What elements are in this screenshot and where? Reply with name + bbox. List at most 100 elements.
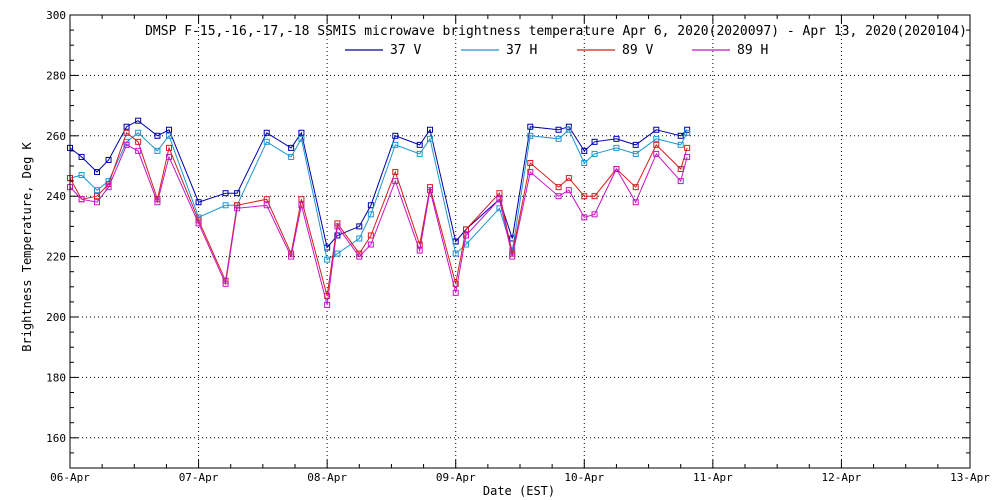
data-point <box>324 301 331 308</box>
data-point <box>298 135 305 142</box>
data-point <box>684 144 691 151</box>
data-point <box>78 172 85 179</box>
data-point <box>527 123 534 130</box>
data-point <box>392 178 399 185</box>
data-point <box>632 184 639 191</box>
x-tick-label: 08-Apr <box>307 471 347 484</box>
x-tick-label: 13-Apr <box>950 471 990 484</box>
data-point <box>298 196 305 203</box>
data-point <box>356 223 363 230</box>
data-point <box>298 202 305 209</box>
data-point <box>135 138 142 145</box>
series-line <box>69 120 688 249</box>
x-tick-label: 09-Apr <box>436 471 476 484</box>
data-point <box>591 138 598 145</box>
x-tick-label: 07-Apr <box>179 471 219 484</box>
data-point <box>581 147 588 154</box>
data-point <box>632 150 639 157</box>
data-point <box>195 199 202 206</box>
data-point <box>94 193 100 200</box>
x-tick-label: 10-Apr <box>564 471 604 484</box>
data-point <box>591 193 598 200</box>
chart-title: DMSP F-15,-16,-17,-18 SSMIS microwave br… <box>145 24 967 39</box>
data-point <box>135 147 142 154</box>
y-tick-label: 220 <box>46 251 66 264</box>
y-tick-label: 280 <box>46 69 66 82</box>
data-point <box>94 199 100 206</box>
data-point <box>367 211 374 218</box>
series-89-h <box>67 141 691 308</box>
legend-item: 89 H <box>692 43 768 58</box>
series-89-v <box>67 129 691 299</box>
series-line <box>69 131 688 297</box>
data-point <box>154 132 161 139</box>
data-point <box>166 144 172 151</box>
data-point <box>263 129 270 136</box>
legend-item: 37 V <box>345 43 421 58</box>
series-line <box>69 128 688 261</box>
y-tick-label: 200 <box>46 311 66 324</box>
data-point <box>632 199 639 206</box>
data-point <box>591 150 598 157</box>
data-point <box>123 141 130 148</box>
y-tick-label: 300 <box>46 9 66 22</box>
data-point <box>392 169 399 176</box>
data-point <box>565 187 572 194</box>
data-point <box>222 202 229 209</box>
data-point <box>463 232 469 239</box>
data-point <box>78 153 85 160</box>
data-point <box>234 202 241 209</box>
data-point <box>496 196 503 203</box>
x-tick-label: 06-Apr <box>50 471 90 484</box>
data-point <box>581 214 588 221</box>
legend-label: 89 H <box>737 43 768 58</box>
data-point <box>581 193 588 200</box>
series-line <box>69 144 688 306</box>
data-point <box>452 250 459 257</box>
data-point <box>392 141 399 148</box>
data-point <box>509 235 516 242</box>
x-tick-label: 11-Apr <box>693 471 733 484</box>
series-37-v <box>67 117 691 251</box>
data-point <box>135 129 142 136</box>
legend-label: 37 V <box>390 43 421 58</box>
data-point <box>234 190 241 197</box>
data-point <box>677 132 684 139</box>
data-point <box>334 250 341 257</box>
legend-item: 37 H <box>461 43 537 58</box>
y-tick-label: 260 <box>46 130 66 143</box>
data-point <box>392 132 399 139</box>
data-point <box>653 126 660 133</box>
legend-label: 89 V <box>622 43 653 58</box>
data-point <box>416 141 423 148</box>
data-point <box>166 153 172 160</box>
data-point <box>565 126 572 133</box>
data-point <box>298 129 305 136</box>
data-point <box>632 141 639 148</box>
data-point <box>105 184 112 191</box>
series-37-h <box>67 126 691 263</box>
data-point <box>263 138 270 145</box>
legend: 37 V 37 H 89 V 89 H <box>345 43 768 58</box>
axis-ticks <box>69 14 971 469</box>
series-layer <box>67 117 691 308</box>
data-point <box>195 220 202 227</box>
data-point <box>555 193 562 200</box>
y-tick-labels: 160 180 200 220 240 260 280 300 <box>46 9 66 445</box>
data-point <box>555 126 562 133</box>
data-point <box>565 175 572 182</box>
data-point <box>677 178 684 185</box>
data-point <box>288 144 295 151</box>
data-point <box>555 184 562 191</box>
data-point <box>123 123 130 130</box>
data-point <box>234 205 241 212</box>
data-point <box>166 126 172 133</box>
data-point <box>94 169 100 176</box>
data-point <box>288 153 295 160</box>
data-point <box>416 247 423 254</box>
data-point <box>367 202 374 209</box>
data-point <box>94 187 100 194</box>
y-tick-label: 160 <box>46 432 66 445</box>
data-point <box>653 135 660 142</box>
